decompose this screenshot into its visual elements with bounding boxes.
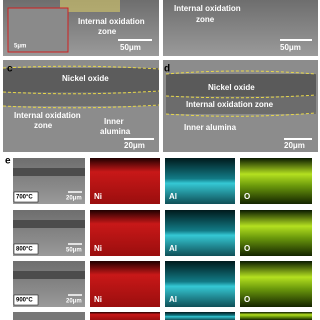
oxide-layer [13,271,85,279]
al-map [165,261,235,307]
oxide-layer [3,68,159,92]
boundary [165,70,317,75]
oxide-band [60,0,120,12]
layer-label: Inner alumina [184,123,237,132]
panel-letter: d [164,64,170,75]
o-map [240,261,312,307]
panel-letter: c [7,64,13,75]
o-map [240,158,312,204]
layer-label: zone [34,121,53,130]
al-map [165,158,235,204]
temperature: 700°C [16,195,33,201]
scale-label: 20μm [66,299,82,305]
ni-map [90,158,160,204]
annotation: zone [98,27,117,36]
layer-label: Internal oxidation zone [186,100,274,109]
panel-c: c Nickel oxide Internal oxidation zone I… [2,60,160,152]
layer-label: Internal oxidation [14,111,81,120]
scale-label: 20μm [124,141,145,150]
panel-letter: e [5,156,11,167]
layer-label: Inner [104,117,124,126]
al-map [165,210,235,256]
element-label: Al [169,192,177,201]
oxide-layer [13,168,85,176]
ni-map [90,210,160,256]
scale-label: 20μm [284,141,305,150]
boundary [165,112,317,117]
scale-label: 50μm [120,43,141,52]
panel-a: 5μm Internal oxidation zone 50μm [3,0,159,56]
layer-label: Nickel oxide [208,83,255,92]
annotation: zone [196,15,215,24]
layer-label: Nickel oxide [62,74,109,83]
o-map [240,312,312,320]
al-map [165,312,235,320]
boundary [2,65,160,70]
micrograph [163,0,318,56]
temperature: 900°C [16,298,33,304]
element-label: Ni [94,192,102,201]
element-label: O [244,244,250,253]
scale-label: 50μm [280,43,301,52]
element-label: O [244,192,250,201]
scale-label: 20μm [66,196,82,202]
o-map [240,210,312,256]
element-label: Ni [94,244,102,253]
ni-map [90,312,160,320]
annotation: Internal oxidation [78,17,145,26]
inset [7,7,69,53]
panel-d: d Nickel oxide Internal oxidation zone I… [163,60,318,152]
temperature: 800°C [16,247,33,253]
element-label: O [244,295,250,304]
element-label: Al [169,244,177,253]
temperature-box [13,294,39,306]
oxide-layer [13,220,85,228]
panel-e: e 700°C 20μm Ni Al O 800°C 50μm Ni Al O 900°C 20μm N… [5,156,312,320]
layer-label: alumina [100,127,131,136]
annotation: Internal oxidation [174,4,241,13]
boundary [2,104,160,109]
element-label: Al [169,295,177,304]
element-label: Ni [94,295,102,304]
temperature-box [13,191,39,203]
ioz-layer [166,96,316,114]
ni-map [90,261,160,307]
panel-b: Internal oxidation zone 50μm [163,0,318,56]
boundary [2,90,160,95]
boundary [165,94,317,99]
ioz-layer [3,92,159,106]
inset-scale: 5μm [14,44,26,50]
scale-label: 50μm [66,248,82,254]
micrograph [13,312,85,320]
temperature-box [13,243,39,255]
oxide-layer [166,74,316,96]
